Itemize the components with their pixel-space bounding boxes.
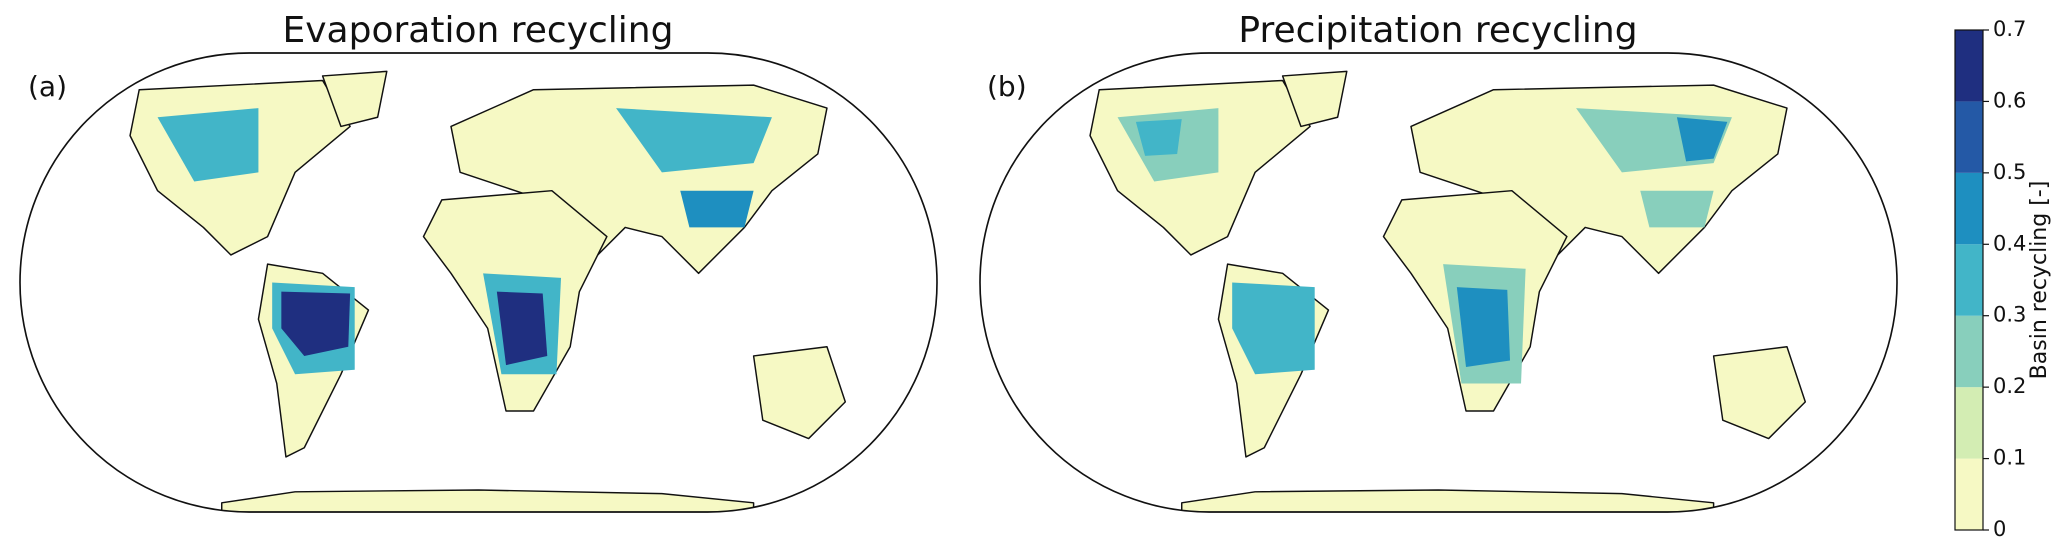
colorbar-bin: [1955, 458, 1983, 530]
colorbar-bin: [1955, 172, 1983, 245]
colorbar-tick-label: 0: [1993, 517, 2006, 541]
colorbar-tick-label: 0.5: [1993, 160, 2026, 184]
colorbar-tick-label: 0.2: [1993, 374, 2026, 398]
colorbar-tick-label: 0.4: [1993, 231, 2026, 255]
colorbar-tick-label: 0.7: [1993, 17, 2026, 41]
map-title: Precipitation recycling: [1238, 10, 1637, 51]
panel-label: (b): [987, 70, 1027, 103]
colorbar: 0 0.1 0.2 0.3 0.4 0.5 0.6 0.7: [1954, 17, 2026, 541]
map-a: [19, 52, 938, 513]
colorbar-tick-label: 0.1: [1993, 446, 2026, 470]
map-b: [979, 52, 1898, 513]
colorbar-bin: [1955, 101, 1983, 173]
colorbar-frame: [1954, 29, 1984, 531]
map-title: Evaporation recycling: [283, 10, 674, 51]
colorbar-bin: [1955, 387, 1983, 459]
colorbar-label: Basin recycling [-]: [2027, 181, 2052, 380]
colorbar-bin: [1955, 244, 1983, 316]
colorbar-tick-label: 0.3: [1993, 303, 2026, 327]
colorbar-tick-label: 0.6: [1993, 88, 2026, 112]
panel-label: (a): [28, 70, 67, 103]
colorbar-bin: [1955, 315, 1983, 388]
colorbar-bin: [1955, 30, 1983, 102]
